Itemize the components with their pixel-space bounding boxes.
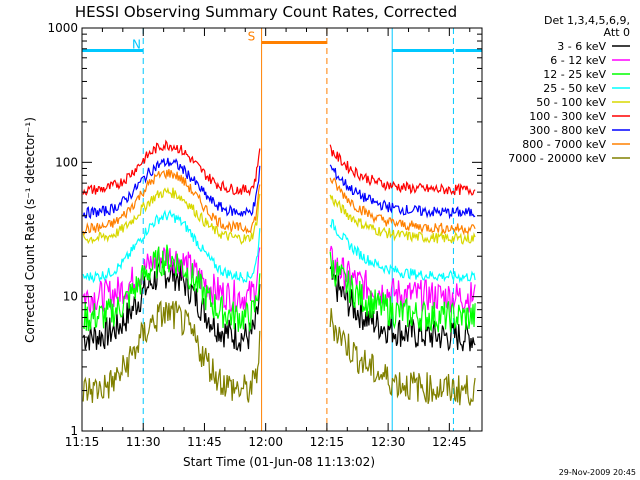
legend-entry-4: 50 - 100 keV	[536, 96, 606, 109]
x-axis-label: Start Time (01-Jun-08 11:13:02)	[183, 455, 375, 469]
series-line-2-seg-0	[82, 244, 261, 332]
series-line-8-seg-1	[329, 308, 476, 406]
series-line-6-seg-0	[82, 157, 261, 220]
legend-title-0: Det 1,3,4,5,6,9,	[544, 14, 630, 27]
footer-timestamp: 29-Nov-2009 20:45	[559, 468, 636, 477]
y-axis-label: Corrected Count Rate (s⁻¹ detector⁻¹)	[23, 117, 37, 343]
flag-label-N: N	[132, 37, 141, 51]
series-line-6-seg-1	[329, 164, 476, 220]
series-line-5-seg-0	[82, 139, 261, 197]
legend-entry-0: 3 - 6 keV	[557, 40, 606, 53]
legend-title-1: Att 0	[604, 26, 630, 39]
legend-entry-7: 800 - 7000 keV	[522, 138, 606, 151]
legend-entry-6: 300 - 800 keV	[529, 124, 606, 137]
y-axis: 1 10 100 1000	[47, 21, 482, 438]
series-line-7-seg-1	[329, 177, 476, 236]
series-lines	[82, 139, 476, 406]
x-tick-label-2: 11:45	[187, 435, 222, 449]
y-tick-label-3: 1000	[47, 21, 78, 35]
series-line-3-seg-0	[82, 209, 261, 284]
x-tick-label-1: 11:30	[126, 435, 161, 449]
x-tick-label-0: 11:15	[65, 435, 100, 449]
observing-flags: NS	[81, 28, 482, 431]
series-line-4-seg-1	[329, 194, 476, 245]
series-line-8-seg-0	[82, 300, 261, 403]
legend-entry-1: 6 - 12 keV	[550, 54, 606, 67]
plot-frame	[81, 27, 483, 432]
series-line-2-seg-1	[329, 251, 476, 333]
series-line-7-seg-0	[82, 169, 261, 236]
legend-entry-5: 100 - 300 keV	[529, 110, 606, 123]
series-line-4-seg-0	[82, 186, 261, 245]
series-line-5-seg-1	[329, 144, 476, 196]
series-line-3-seg-1	[329, 218, 476, 284]
legend-entry-8: 7000 - 20000 keV	[508, 152, 606, 165]
chart-title: HESSI Observing Summary Count Rates, Cor…	[75, 3, 457, 21]
x-axis: 11:15 11:30 11:45 12:00 12:15 12:30 12:45	[65, 28, 471, 449]
y-tick-label-2: 100	[55, 155, 78, 169]
x-tick-label-5: 12:30	[371, 435, 406, 449]
x-tick-label-6: 12:45	[432, 435, 467, 449]
legend-entry-2: 12 - 25 keV	[543, 68, 606, 81]
legend-entry-3: 25 - 50 keV	[543, 82, 606, 95]
y-tick-label-0: 1	[70, 424, 78, 438]
x-tick-label-4: 12:15	[310, 435, 345, 449]
flag-label-S: S	[248, 29, 256, 43]
x-tick-label-3: 12:00	[248, 435, 283, 449]
y-tick-label-1: 10	[63, 290, 78, 304]
